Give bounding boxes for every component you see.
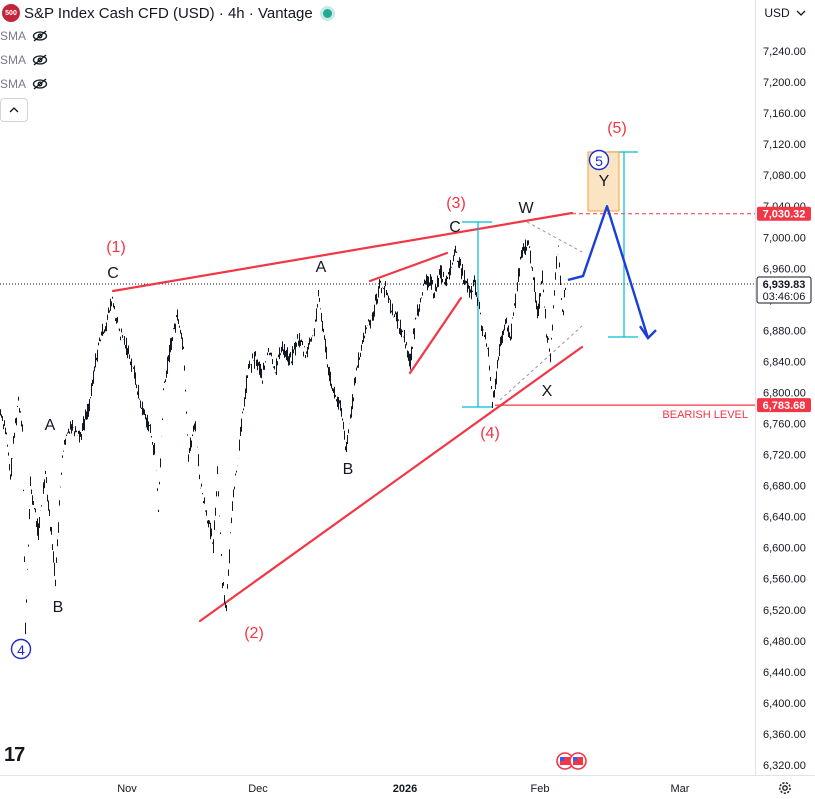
wave-label: (5) xyxy=(607,120,627,137)
indicator-row[interactable]: SMA xyxy=(0,51,48,69)
bearish-level-label: BEARISH LEVEL xyxy=(662,409,748,421)
wave-label: C xyxy=(449,219,461,236)
y-tick-label: 6,480.00 xyxy=(763,636,806,648)
triangle-lower-line xyxy=(499,325,583,401)
y-tick-label: 6,400.00 xyxy=(763,698,806,710)
triangle-upper-line xyxy=(526,221,583,253)
price-tag-box xyxy=(757,206,811,221)
price-series xyxy=(0,205,657,635)
wave-label: (4) xyxy=(480,425,500,442)
wave-label: A xyxy=(45,417,56,434)
indicator-label: SMA xyxy=(0,53,27,67)
wave-label: 4 xyxy=(17,642,25,658)
y-tick-label: 6,960.00 xyxy=(763,263,806,275)
lower-wedge-line xyxy=(198,345,584,623)
annotation-layer xyxy=(0,151,755,623)
y-tick-label: 6,520.00 xyxy=(763,605,806,617)
y-tick-label: 7,240.00 xyxy=(763,46,806,58)
y-tick-label: 6,840.00 xyxy=(763,356,806,368)
upper-wedge-line xyxy=(111,211,574,293)
y-tick-label: 6,680.00 xyxy=(763,481,806,493)
y-tick-label: 6,560.00 xyxy=(763,574,806,586)
wave-label: B xyxy=(53,599,64,616)
indicator-row[interactable]: SMA xyxy=(0,75,48,93)
subwave-upper-line xyxy=(368,251,449,283)
y-tick-label: 6,640.00 xyxy=(763,512,806,524)
wave-label: (3) xyxy=(446,195,466,212)
collapse-indicators-button[interactable] xyxy=(0,98,28,122)
subwave-lower-line xyxy=(408,296,463,375)
indicator-row[interactable]: SMA xyxy=(0,27,48,45)
y-axis[interactable]: 7,240.00 7,200.00 7,160.00 7,120.00 7,080.00… xyxy=(763,46,806,772)
projection-arrowhead xyxy=(639,325,657,341)
flag-canton xyxy=(560,757,564,761)
y-tick-label: 7,000.00 xyxy=(763,232,806,244)
y-tick-label: 7,120.00 xyxy=(763,139,806,151)
symbol-title[interactable]: S&P Index Cash CFD (USD) · 4h · Vantage xyxy=(24,4,313,22)
chart-header: 500 S&P Index Cash CFD (USD) · 4h · Vant… xyxy=(0,0,332,26)
wave-circle xyxy=(10,638,32,660)
eye-hidden-icon[interactable] xyxy=(32,78,48,90)
wave-label: C xyxy=(107,265,119,282)
y-tick-label: 7,160.00 xyxy=(763,108,806,120)
wave-label: W xyxy=(518,200,534,217)
x-axis[interactable]: Nov Dec 2026 Feb Mar xyxy=(117,783,690,795)
y-tick-label: 6,720.00 xyxy=(763,450,806,462)
y-tick-label: 6,360.00 xyxy=(763,729,806,741)
eye-hidden-icon[interactable] xyxy=(32,30,48,42)
countdown-label: 03:46:06 xyxy=(763,291,806,303)
symbol-logo[interactable]: 500 xyxy=(2,4,20,22)
projection-path xyxy=(567,205,650,339)
y-tick-label: 7,080.00 xyxy=(763,170,806,182)
currency-select[interactable]: USD xyxy=(757,2,813,24)
wave-label: B xyxy=(343,461,354,478)
price-tag-label: 7,030.32 xyxy=(763,209,806,221)
wave-label: X xyxy=(542,383,553,400)
brand-logo[interactable]: 17 xyxy=(4,744,25,766)
price-tag-box xyxy=(757,398,811,413)
wave-label: 5 xyxy=(595,153,603,169)
y-tick-label: 7,200.00 xyxy=(763,77,806,89)
wave-circle xyxy=(588,149,610,171)
y-tick-label: 6,600.00 xyxy=(763,543,806,555)
y-tick-label: 6,800.00 xyxy=(763,387,806,399)
flag-stripes xyxy=(560,757,570,765)
x-tick-label: Nov xyxy=(117,783,137,795)
x-tick-label: Feb xyxy=(531,783,550,795)
wave-label: (1) xyxy=(106,239,126,256)
y-tick-label: 6,440.00 xyxy=(763,667,806,679)
chevron-up-icon xyxy=(9,107,19,113)
y-tick-label: 6,760.00 xyxy=(763,419,806,431)
wave-label: A xyxy=(316,259,327,276)
chevron-down-icon xyxy=(796,10,806,16)
x-tick-label: Dec xyxy=(248,783,268,795)
wave-label: Y xyxy=(599,173,610,190)
y-tick-label: 6,320.00 xyxy=(763,760,806,772)
indicator-label: SMA xyxy=(0,29,27,43)
x-tick-label: 2026 xyxy=(393,783,417,795)
market-status-icon xyxy=(322,8,332,18)
gear-icon[interactable] xyxy=(776,779,794,797)
price-tag-label: 6,783.68 xyxy=(763,400,806,412)
indicator-label: SMA xyxy=(0,77,27,91)
currency-label: USD xyxy=(764,6,790,20)
price-tag-box xyxy=(756,276,812,304)
flag-stripes xyxy=(573,757,583,765)
price-tag-label: 6,939.83 xyxy=(763,279,806,291)
x-tick-label: Mar xyxy=(671,783,690,795)
event-flags[interactable] xyxy=(556,752,587,770)
y-tick-label: 6,880.00 xyxy=(763,325,806,337)
wave-labels: (1) (2) (3) (4) (5) C A B C W X Y A B 4 5 xyxy=(10,120,627,660)
flag-canton xyxy=(573,757,577,761)
wave-label: (2) xyxy=(244,625,264,642)
eye-hidden-icon[interactable] xyxy=(32,54,48,66)
